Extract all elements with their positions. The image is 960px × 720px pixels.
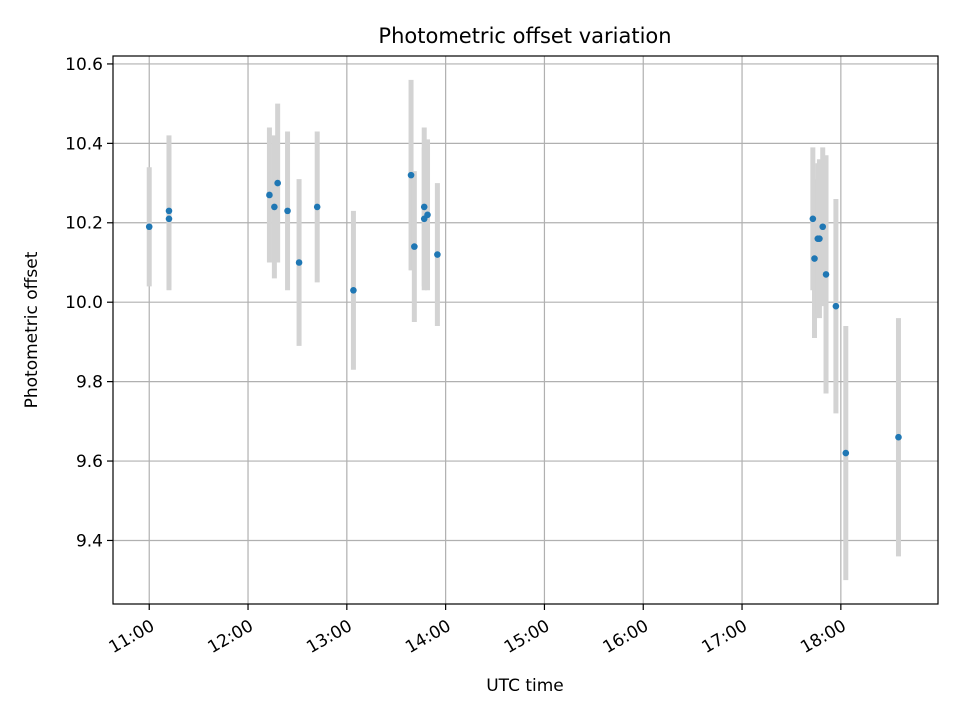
data-point (271, 203, 278, 211)
data-point (822, 271, 830, 278)
data-point (295, 259, 303, 266)
data-point (313, 203, 321, 211)
data-point (284, 207, 291, 215)
data-point (434, 251, 441, 258)
data-point (424, 211, 431, 219)
data-point (811, 255, 818, 262)
data-point (165, 207, 173, 215)
data-point (274, 179, 281, 187)
data-point (407, 171, 415, 179)
data-point (816, 235, 823, 242)
y-tick-label: 9.8 (76, 373, 103, 393)
grid (113, 56, 938, 604)
data-point (895, 433, 902, 441)
data-point (350, 286, 357, 294)
data-point (266, 191, 273, 199)
data-point (145, 223, 153, 231)
y-axis: 9.4 9.6 9.8 10.0 10.2 10.4 10.6 (65, 55, 113, 551)
data-point (165, 215, 173, 223)
y-tick-label: 9.4 (76, 531, 103, 551)
markers (145, 171, 902, 457)
y-tick-label: 10.6 (65, 55, 103, 75)
data-point (832, 302, 840, 310)
y-tick-label: 10.0 (65, 293, 103, 313)
data-point (842, 449, 850, 457)
y-tick-label: 9.6 (76, 452, 103, 472)
chart-title: Photometric offset variation (378, 24, 671, 48)
data-point (411, 243, 418, 250)
y-axis-label: Photometric offset (22, 251, 42, 408)
x-axis-label: UTC time (486, 676, 564, 696)
y-tick-label: 10.2 (65, 214, 103, 234)
plot-frame (112, 55, 939, 605)
data-point (420, 203, 428, 211)
data-point (809, 215, 817, 223)
y-tick-label: 10.4 (65, 134, 103, 154)
data-point (819, 223, 827, 231)
